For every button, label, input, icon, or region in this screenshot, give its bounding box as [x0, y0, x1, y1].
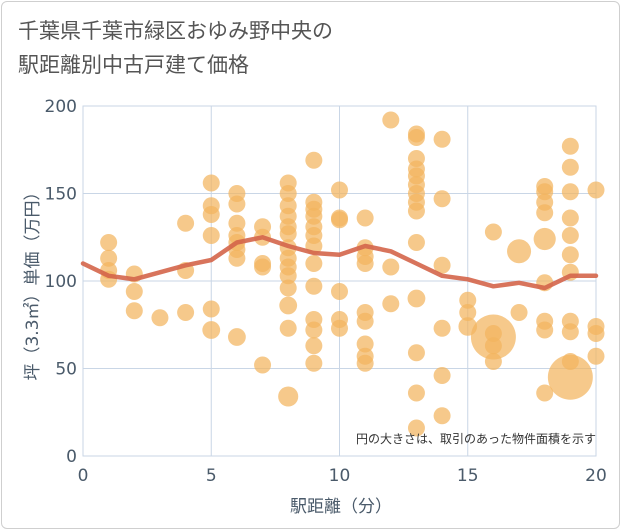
data-point — [305, 354, 323, 372]
x-axis-label: 駅距離（分） — [290, 497, 392, 517]
data-point — [100, 249, 118, 267]
chart-title-line-2: 駅距離別中古戸建て価格 — [18, 53, 249, 77]
data-point — [533, 227, 556, 251]
data-point — [279, 267, 297, 285]
data-point — [536, 204, 554, 222]
data-point — [228, 195, 246, 213]
data-point — [484, 223, 502, 241]
data-point — [125, 283, 143, 300]
data-point — [587, 325, 605, 342]
data-point — [459, 304, 477, 321]
data-point — [407, 202, 425, 220]
data-point — [433, 130, 451, 148]
data-point — [331, 283, 348, 300]
data-point — [305, 277, 323, 295]
data-point — [407, 384, 425, 402]
data-point — [100, 234, 118, 251]
data-point — [254, 356, 272, 374]
data-point — [202, 227, 220, 244]
data-point — [536, 321, 554, 339]
data-point — [202, 321, 221, 339]
y-tick-label: 0 — [66, 447, 77, 467]
data-point — [407, 129, 425, 146]
data-point — [561, 137, 579, 155]
data-point — [228, 249, 246, 267]
data-point — [227, 328, 246, 346]
x-tick-label: 15 — [457, 466, 479, 486]
y-axis-label: 坪（3.3㎡）単価（万円） — [23, 183, 43, 380]
y-tick-label: 150 — [45, 185, 77, 205]
data-point — [407, 344, 425, 362]
data-point — [356, 312, 374, 330]
data-point — [561, 183, 579, 201]
data-point — [561, 158, 579, 176]
x-tick-label: 5 — [206, 466, 217, 486]
data-point — [331, 211, 348, 229]
data-point — [382, 111, 400, 129]
data-point — [331, 319, 348, 337]
data-point — [279, 225, 297, 243]
data-point — [356, 209, 374, 227]
data-point — [587, 347, 605, 365]
data-point — [305, 151, 323, 169]
data-point — [433, 407, 451, 425]
data-point — [202, 300, 220, 318]
data-point — [279, 185, 297, 202]
data-point — [177, 304, 195, 321]
y-tick-label: 50 — [55, 360, 77, 380]
y-tick-label: 200 — [45, 97, 77, 117]
data-point — [510, 304, 528, 321]
data-point — [202, 174, 220, 192]
data-point — [356, 255, 374, 272]
data-point — [587, 181, 605, 199]
data-point — [202, 206, 220, 223]
bubbles — [100, 111, 605, 437]
data-point — [433, 319, 451, 337]
data-point — [561, 209, 579, 227]
data-point — [433, 256, 451, 274]
data-point — [254, 258, 272, 276]
data-point — [279, 296, 298, 315]
data-point — [125, 302, 143, 320]
data-point — [547, 354, 593, 400]
data-point — [433, 190, 451, 208]
data-point — [151, 309, 169, 327]
data-point — [177, 214, 195, 232]
x-tick-label: 0 — [78, 466, 89, 486]
chart-title-line-1: 千葉県千葉市緑区おゆみ野中央の — [18, 19, 333, 43]
data-point — [382, 258, 400, 276]
data-point — [228, 214, 246, 232]
y-tick-label: 100 — [45, 272, 77, 292]
data-point — [407, 289, 426, 308]
trend-line — [80, 235, 599, 291]
data-point — [356, 335, 374, 353]
data-point — [561, 323, 579, 341]
data-point — [331, 181, 348, 199]
grid — [82, 105, 597, 457]
data-point — [459, 291, 477, 309]
data-point — [279, 319, 297, 337]
data-point — [407, 419, 425, 437]
bubble-size-note: 円の大きさは、取引のあった物件面積を示す — [356, 431, 596, 446]
data-point — [407, 234, 425, 251]
trend — [80, 235, 599, 291]
data-point — [305, 321, 323, 339]
data-point — [382, 295, 400, 313]
x-tick-label: 20 — [585, 466, 607, 486]
data-point — [356, 354, 374, 372]
data-point — [279, 279, 297, 297]
data-point — [470, 314, 516, 360]
x-tick-label: 10 — [329, 466, 351, 486]
data-point — [278, 386, 299, 407]
data-point — [507, 239, 532, 264]
data-point — [536, 384, 554, 402]
data-point — [305, 255, 323, 272]
data-point — [561, 246, 579, 264]
chart-title: 千葉県千葉市緑区おゆみ野中央の 駅距離別中古戸建て価格 — [18, 14, 333, 82]
data-point — [433, 367, 451, 384]
data-point — [305, 337, 323, 355]
data-point — [561, 227, 579, 244]
